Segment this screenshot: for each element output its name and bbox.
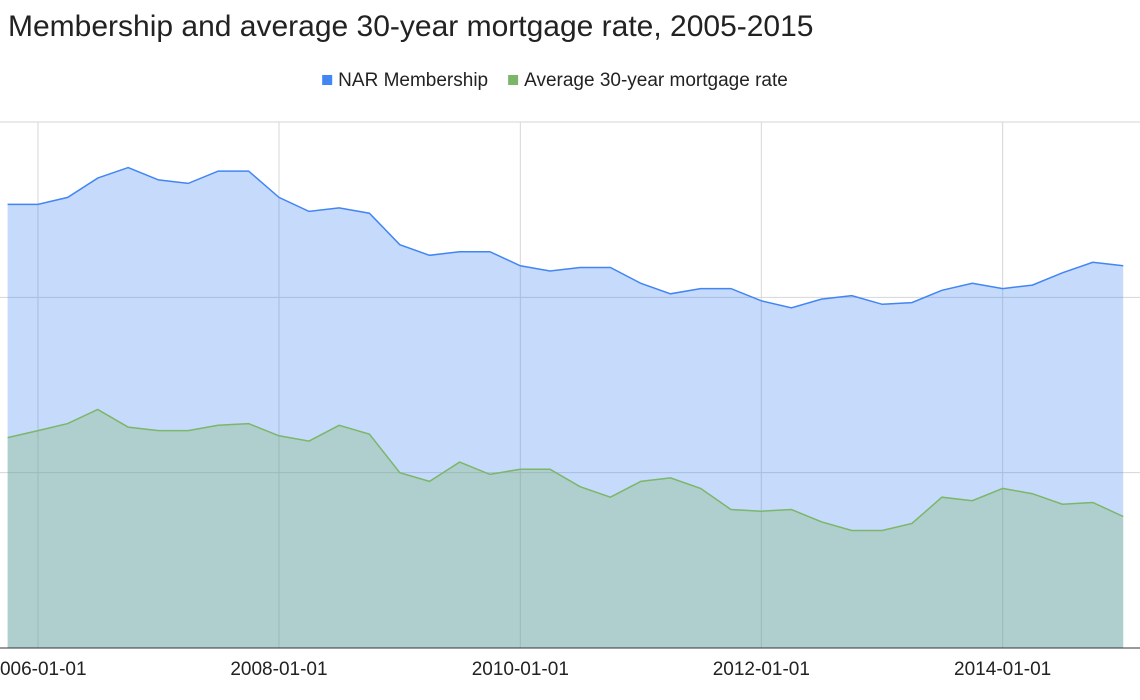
legend-swatch [508, 75, 519, 85]
x-tick-label: 2008-01-01 [230, 659, 327, 680]
series-line [7, 166, 1124, 309]
x-tick-label: 2006-01-01 [0, 659, 87, 680]
x-tick-label: 2010-01-01 [472, 659, 569, 680]
legend-swatch [322, 75, 333, 85]
legend-label: NAR Membership [338, 70, 488, 91]
legend-label: Average 30-year mortgage rate [524, 70, 788, 91]
series-line [7, 408, 1124, 532]
chart-title: Membership and average 30-year mortgage … [8, 10, 814, 43]
series-area [7, 409, 1124, 648]
legend: NAR Membership Average 30-year mortgage r… [322, 70, 788, 91]
x-tick-label: 2014-01-01 [954, 659, 1051, 680]
x-tick-label: 2012-01-01 [713, 659, 810, 680]
